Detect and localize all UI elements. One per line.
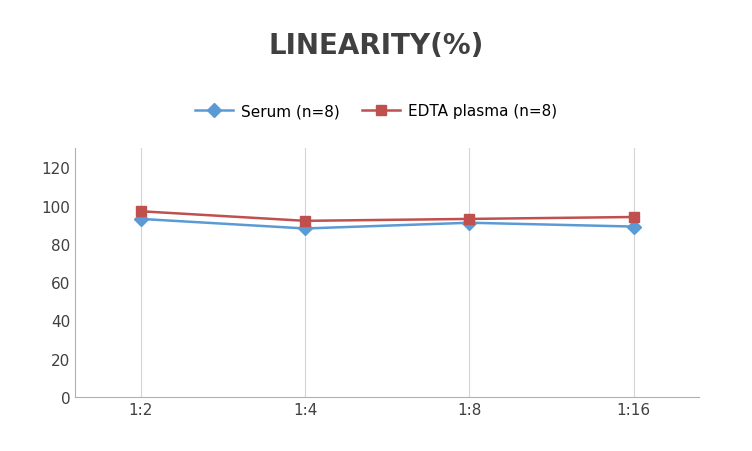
EDTA plasma (n=8) — [301, 219, 310, 224]
EDTA plasma (n=8) — [629, 215, 638, 220]
EDTA plasma (n=8) — [136, 209, 145, 215]
Serum (n=8) — [465, 221, 474, 226]
Serum (n=8) — [629, 224, 638, 230]
Line: Serum (n=8): Serum (n=8) — [136, 215, 638, 234]
Serum (n=8) — [301, 226, 310, 232]
Line: EDTA plasma (n=8): EDTA plasma (n=8) — [136, 207, 638, 226]
EDTA plasma (n=8) — [465, 217, 474, 222]
Legend: Serum (n=8), EDTA plasma (n=8): Serum (n=8), EDTA plasma (n=8) — [189, 98, 563, 125]
Text: LINEARITY(%): LINEARITY(%) — [268, 32, 484, 60]
Serum (n=8) — [136, 217, 145, 222]
